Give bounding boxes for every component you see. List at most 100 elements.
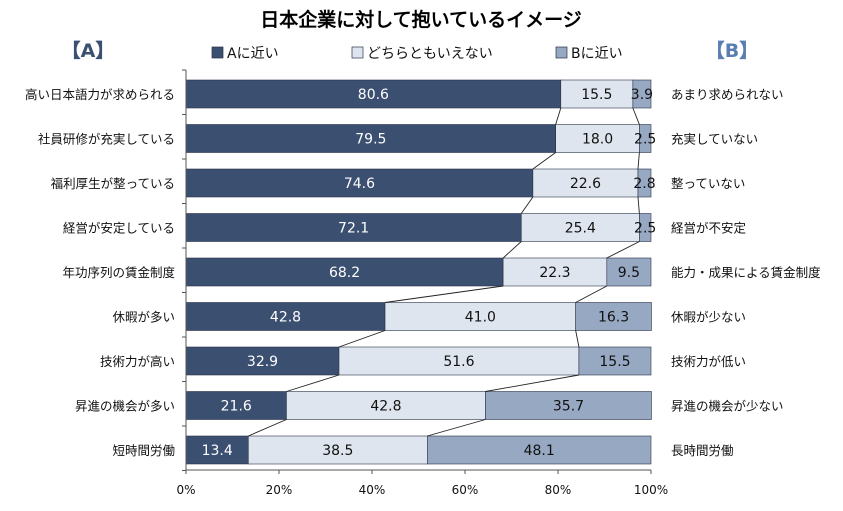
data-label: 2.8 [633, 176, 655, 192]
legend: Aに近い どちらともいえない Bに近い [211, 46, 623, 62]
data-label: 80.6 [358, 87, 389, 103]
data-label: 42.8 [370, 399, 401, 415]
data-label: 68.2 [329, 265, 360, 281]
legend-swatch-2 [351, 46, 364, 59]
connector-line [532, 152, 556, 170]
connector-line [338, 330, 386, 348]
category-label-a: 経営が安定している [63, 221, 175, 236]
bar-segment [185, 168, 534, 198]
category-label-a: 昇進の機会が多い [75, 399, 175, 414]
category-label-a: 高い日本語力が求められる [25, 87, 175, 102]
data-label: 9.5 [618, 265, 640, 281]
bar-segment [185, 435, 249, 465]
bar-segment [286, 391, 486, 420]
data-label: 22.3 [539, 265, 570, 281]
category-label-a: 技術力が高い [100, 354, 175, 369]
connector-line [427, 419, 486, 437]
category-label-a: 社員研修が充実している [38, 132, 175, 147]
data-label: 13.4 [202, 443, 233, 459]
data-label: 41.0 [465, 310, 496, 326]
data-label: 35.7 [553, 399, 584, 415]
category-label-b: 休暇が少ない [671, 310, 746, 325]
bar-segment [185, 257, 504, 287]
data-label: 42.8 [270, 310, 301, 326]
data-label: 72.1 [338, 221, 369, 237]
bar-segment [485, 391, 652, 420]
data-label: 25.4 [565, 221, 596, 237]
category-label-a: 福利厚生が整っている [51, 176, 175, 191]
bar-segment [384, 302, 576, 331]
bar-segment [185, 124, 556, 153]
connector-line [286, 374, 340, 392]
data-label: 74.6 [344, 176, 375, 192]
connector-line [248, 419, 287, 437]
x-tick-label: 80% [545, 483, 572, 497]
bar-segment [338, 346, 580, 376]
data-label: 16.3 [598, 310, 629, 326]
category-label-b: 経営が不安定 [671, 221, 746, 236]
data-label: 32.9 [247, 354, 278, 370]
data-label: 38.5 [322, 443, 353, 459]
connector-line [384, 285, 504, 303]
data-label: 15.5 [599, 354, 630, 370]
category-label-b: 昇進の機会が少ない [671, 399, 784, 414]
category-label-b: 技術力が低い [671, 354, 746, 369]
data-label: 79.5 [355, 132, 386, 148]
bar-segment [560, 79, 634, 109]
bar-segment [639, 124, 652, 153]
data-label: 3.9 [631, 87, 653, 103]
data-label: 21.6 [221, 399, 252, 415]
data-label: 2.5 [634, 132, 656, 148]
data-label: 18.0 [582, 132, 613, 148]
header-a: 【A】 [62, 39, 115, 62]
data-label: 15.5 [581, 87, 612, 103]
data-label: 2.5 [634, 221, 656, 237]
bars: 80.6 15.5 3.9 79.5 18.0 2.5 74.6 22.6 2.8 72.1 25.… [185, 79, 656, 465]
x-tick-label: 20% [266, 483, 293, 497]
bar-segment [532, 168, 639, 198]
bar-segment [555, 124, 640, 153]
category-label-a: 休暇が多い [112, 310, 175, 325]
bar-segment [185, 213, 522, 242]
chart-title: 日本企業に対して抱いているイメージ [260, 8, 581, 31]
bar-segment [427, 435, 652, 465]
connector-line [485, 374, 580, 392]
category-label-b: 整っていない [671, 176, 745, 191]
connector-line [606, 241, 640, 259]
x-tick-label: 40% [359, 483, 386, 497]
bar-segment [185, 391, 287, 420]
data-label: 22.6 [570, 176, 601, 192]
connector-line [575, 285, 608, 303]
legend-label-2: どちらともいえない [367, 46, 493, 62]
connector-line [502, 241, 522, 259]
data-label: 48.1 [524, 443, 555, 459]
x-tick-label: 100% [634, 483, 668, 497]
bar-segment [185, 79, 562, 109]
bar-segment [606, 257, 652, 287]
connector-line [637, 196, 640, 214]
data-label: 51.6 [443, 354, 474, 370]
legend-swatch-3 [555, 46, 568, 59]
x-tick-label: 60% [452, 483, 479, 497]
connector-line [632, 107, 640, 125]
bar-segment [637, 168, 652, 198]
legend-label-1: Aに近い [227, 46, 279, 62]
x-tick-label: 0% [176, 483, 195, 497]
category-label-b: 長時間労働 [671, 443, 734, 458]
connector-line [520, 196, 534, 214]
category-label-b: 充実していない [671, 132, 758, 147]
connector-line [637, 152, 640, 170]
legend-label-3: Bに近い [571, 46, 623, 62]
category-label-a: 短時間労働 [112, 443, 175, 458]
connector-line [575, 330, 580, 348]
bar-segment [639, 213, 652, 242]
legend-swatch-1 [211, 46, 224, 59]
header-b: 【B】 [706, 39, 758, 62]
bar-segment [632, 79, 652, 109]
category-label-a: 年功序列の賃金制度 [62, 265, 175, 280]
bar-segment [502, 257, 608, 287]
bar-segment [185, 346, 340, 376]
bar-segment [575, 302, 652, 331]
